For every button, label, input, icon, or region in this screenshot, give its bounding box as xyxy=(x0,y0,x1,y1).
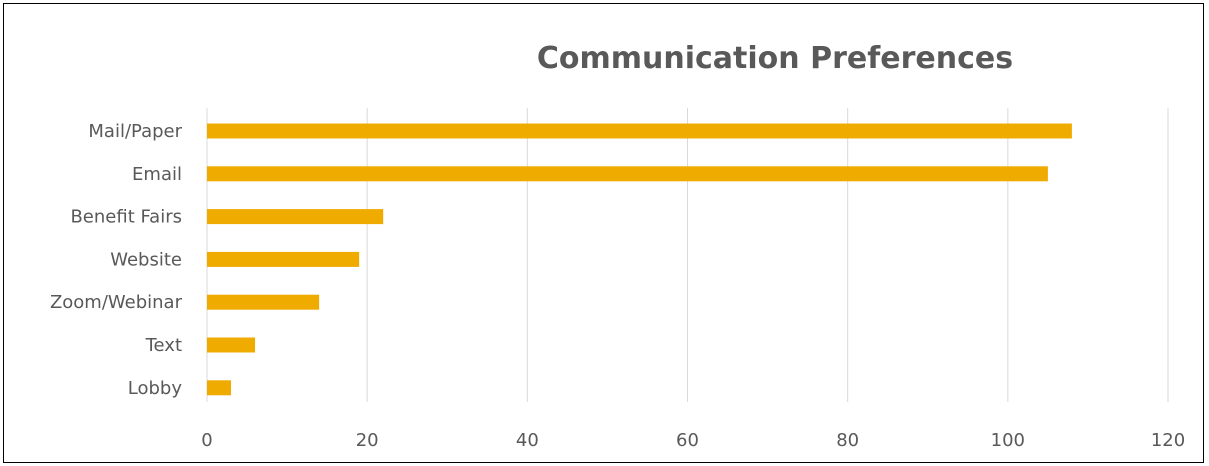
category-label: Benefit Fairs xyxy=(70,207,182,228)
x-tick-labels: 0 20 40 60 80 100 120 xyxy=(201,430,1185,451)
category-label: Zoom/Webinar xyxy=(50,292,183,313)
category-label: Email xyxy=(132,164,182,185)
bar xyxy=(207,380,232,396)
chart-frame xyxy=(3,3,1204,463)
bar xyxy=(207,251,360,267)
bar xyxy=(207,166,1048,182)
x-tick-label: 0 xyxy=(201,430,212,451)
x-tick-label: 100 xyxy=(991,430,1025,451)
x-tick-label: 80 xyxy=(836,430,859,451)
chart-title: Communication Preferences xyxy=(537,41,1013,76)
x-tick-label: 120 xyxy=(1151,430,1185,451)
category-label: Website xyxy=(110,249,182,270)
category-label: Text xyxy=(145,335,182,356)
bars xyxy=(207,123,1072,396)
x-tick-label: 40 xyxy=(516,430,539,451)
gridlines xyxy=(206,108,1169,402)
category-label: Mail/Paper xyxy=(88,121,182,142)
category-labels: Mail/Paper Email Benefit Fairs Website Zoom/… xyxy=(50,121,183,399)
x-tick-label: 20 xyxy=(356,430,379,451)
category-label: Lobby xyxy=(128,378,183,399)
x-tick-label: 60 xyxy=(676,430,699,451)
bar xyxy=(207,337,256,353)
bar xyxy=(207,209,384,225)
bar xyxy=(207,294,320,310)
bar xyxy=(207,123,1072,139)
